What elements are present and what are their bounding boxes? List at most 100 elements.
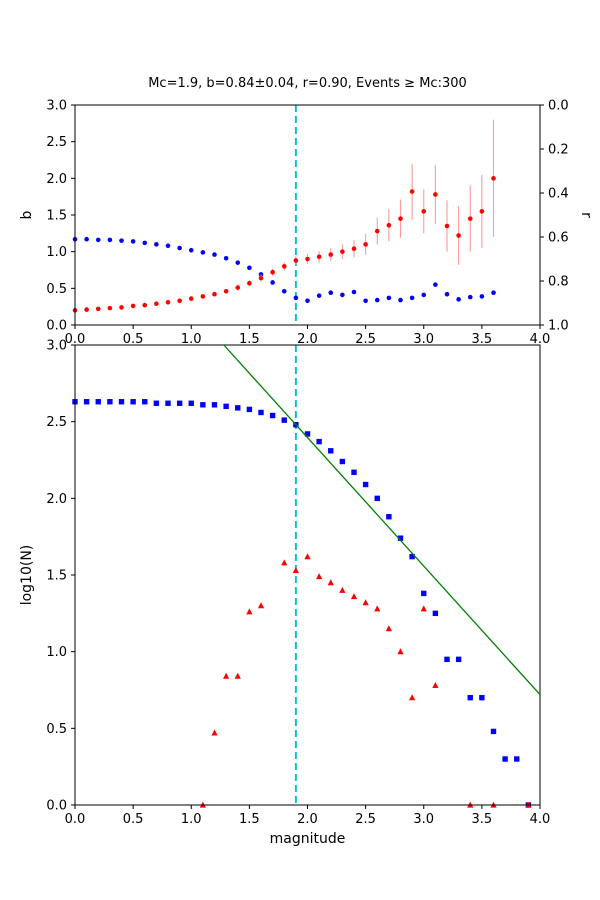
b-value-marker — [374, 297, 380, 303]
r-value-marker — [84, 307, 89, 312]
cumulative-counts-marker — [130, 399, 136, 405]
x-tick-label: 3.0 — [413, 812, 434, 827]
y-tick-label: 0.5 — [46, 722, 67, 737]
cumulative-counts-marker — [304, 431, 311, 437]
cumulative-counts-marker — [246, 406, 253, 413]
r-value-marker — [235, 285, 241, 290]
b-value-marker — [270, 280, 275, 285]
y-tick-label: 1.0 — [46, 645, 67, 660]
b-value-marker — [351, 289, 357, 295]
y-tick-label: 1.5 — [46, 569, 67, 584]
series-incremental-counts — [199, 553, 532, 808]
b-value-marker — [281, 288, 287, 294]
b-value-marker — [409, 295, 415, 301]
x-tick-label: 1.5 — [239, 812, 260, 827]
r-value-marker — [247, 280, 252, 286]
b-value-marker — [212, 252, 217, 257]
y-right-tick-label: 0.8 — [548, 275, 569, 290]
incremental-counts-marker — [385, 625, 392, 632]
r-value-marker — [130, 303, 136, 309]
y-tick-label: 1.5 — [46, 209, 67, 224]
y-right-tick-label: 0.0 — [548, 99, 569, 114]
r-value-marker — [212, 291, 217, 297]
incremental-counts-marker — [397, 648, 404, 655]
cumulative-counts-marker — [444, 656, 450, 663]
r-value-marker — [188, 296, 194, 301]
panel-b-and-r-vs-magnitude: 0.0 0.5 1.0 1.5 2.0 2.5 3.0 3.5 4.0 0.0 0.5 1.0 1.5 2… — [19, 99, 594, 348]
b-value-marker — [235, 260, 241, 265]
axes-frame — [74, 344, 541, 806]
incremental-counts-marker — [257, 602, 265, 609]
x-tick-label: 2.5 — [355, 332, 376, 347]
cumulative-counts-marker — [223, 403, 229, 410]
b-value-marker — [386, 295, 392, 301]
b-value-marker — [479, 294, 485, 299]
cumulative-counts-marker — [339, 458, 346, 465]
gr-fit-line-segment — [223, 344, 541, 696]
x-tick-label: 1.0 — [181, 812, 202, 827]
r-value-marker — [270, 269, 275, 275]
y-right-tick-label: 1.0 — [548, 319, 569, 334]
cumulative-counts-marker — [281, 417, 287, 423]
cumulative-counts-marker — [514, 756, 520, 762]
cumulative-counts-marker — [479, 694, 485, 701]
y-tick-label: 0.0 — [46, 319, 67, 334]
b-value-marker — [467, 294, 473, 300]
r-value-marker — [374, 228, 380, 234]
x-axis-ticks: 0.0 0.5 1.0 1.5 2.0 2.5 3.0 3.5 4.0 — [65, 805, 550, 827]
incremental-counts-marker — [223, 672, 230, 679]
y-right-tick-label: 0.4 — [548, 187, 569, 202]
r-value-marker — [223, 288, 229, 294]
r-value-marker — [165, 299, 171, 305]
x-tick-label: 0.0 — [65, 812, 86, 827]
r-value-marker — [328, 252, 334, 257]
y-tick-label: 2.5 — [46, 135, 67, 150]
x-tick-label: 4.0 — [530, 332, 551, 347]
r-value-marker — [351, 246, 357, 252]
r-value-marker — [95, 306, 101, 312]
b-value-marker — [142, 240, 148, 246]
r-value-marker — [142, 302, 148, 308]
b-value-marker — [130, 239, 136, 244]
r-value-marker — [316, 254, 322, 260]
r-value-marker — [433, 192, 438, 197]
b-value-marker — [340, 292, 345, 298]
y-tick-label: 0.5 — [46, 282, 67, 297]
cumulative-counts-marker — [107, 399, 113, 405]
r-value-marker — [258, 275, 264, 281]
series-cumulative-counts — [72, 399, 532, 808]
b-value-marker — [188, 247, 194, 253]
cumulative-counts-marker — [83, 399, 90, 405]
y-axis-label-right: r — [578, 212, 594, 218]
b-value-marker — [223, 255, 229, 261]
cumulative-counts-marker — [351, 469, 357, 475]
b-value-marker — [491, 290, 496, 296]
r-value-marker — [409, 189, 415, 194]
cumulative-counts-marker — [95, 399, 101, 405]
cumulative-counts-marker — [362, 481, 369, 488]
r-value-marker — [154, 301, 159, 307]
cumulative-counts-marker — [374, 495, 380, 502]
b-value-marker — [363, 298, 368, 304]
incremental-counts-marker — [316, 573, 323, 580]
r-value-marker — [340, 249, 345, 254]
r-value-marker — [444, 223, 450, 229]
incremental-counts-marker — [246, 608, 253, 615]
b-value-marker — [328, 290, 334, 296]
cumulative-counts-marker — [142, 399, 148, 405]
b-value-marker — [200, 250, 206, 255]
incremental-counts-marker — [304, 553, 311, 560]
y-axis-left-ticks: 0.0 0.5 1.0 1.5 2.0 2.5 3.0 — [46, 339, 75, 814]
panel-frequency-magnitude-distribution: 0.0 0.5 1.0 1.5 2.0 2.5 3.0 3.5 4.0 0.0 0.5 1.0 1.5 2… — [19, 339, 550, 848]
incremental-counts-marker — [409, 694, 416, 701]
y-axis-left-ticks: 0.0 0.5 1.0 1.5 2.0 2.5 3.0 — [46, 99, 75, 334]
r-value-marker — [119, 305, 124, 310]
b-value-marker — [398, 297, 403, 303]
cumulative-counts-marker — [118, 399, 125, 405]
cumulative-counts-marker — [409, 553, 415, 560]
b-value-marker — [305, 298, 310, 304]
b-value-marker — [293, 295, 299, 301]
r-value-marker — [363, 242, 368, 247]
